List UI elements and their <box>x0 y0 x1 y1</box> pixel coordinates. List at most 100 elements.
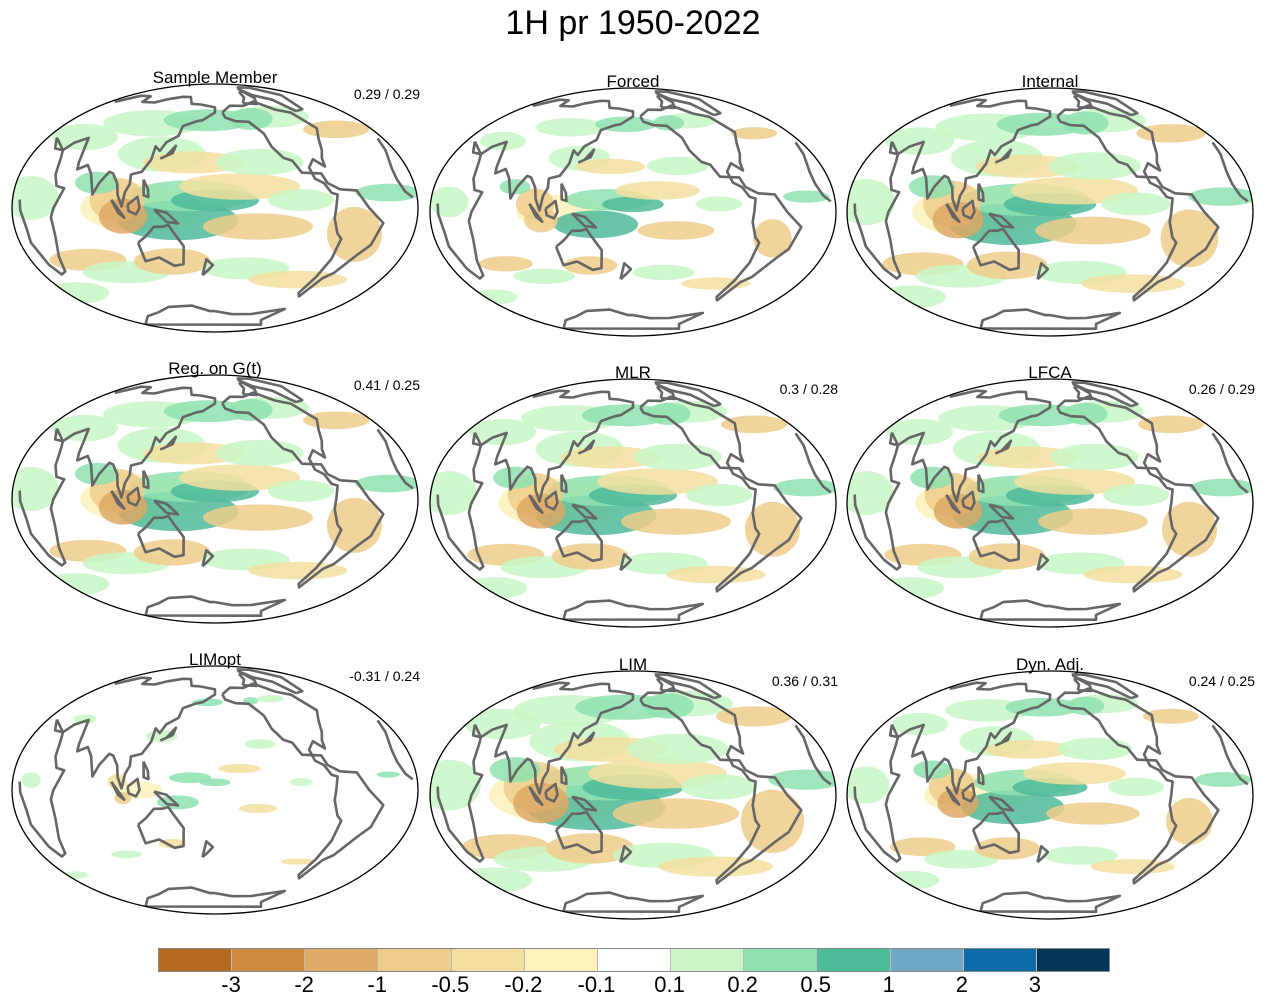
anomaly-contour <box>178 173 300 200</box>
coastline <box>221 100 385 298</box>
coastline <box>560 766 568 786</box>
anomaly-contour <box>228 107 273 130</box>
anomaly-contour <box>681 774 758 800</box>
anomaly-contour <box>666 565 766 584</box>
panel-title: Forced <box>606 72 660 91</box>
anomaly-contour <box>876 285 946 309</box>
anomaly-contour <box>1046 802 1140 825</box>
coastline <box>159 726 178 742</box>
coastline <box>945 203 961 223</box>
anomaly-contour <box>686 483 753 506</box>
coastline <box>977 183 985 203</box>
coastline <box>571 795 598 812</box>
anomaly-contour <box>783 190 830 203</box>
anomaly-contour <box>21 772 41 788</box>
coastline <box>144 304 287 326</box>
panel-title: Internal <box>1021 72 1079 91</box>
panel-title: LIM <box>618 655 648 674</box>
coastline <box>562 308 705 330</box>
anomaly-contour <box>910 466 955 489</box>
coastline <box>142 179 150 199</box>
coastline <box>201 840 215 859</box>
panel-correlation-stat: 0.26 / 0.29 <box>1188 381 1255 397</box>
anomaly-contour <box>215 148 304 176</box>
coastline <box>473 681 635 795</box>
coastline <box>544 199 559 220</box>
map-border <box>846 87 1254 337</box>
coastline <box>977 474 985 494</box>
colorbar-tick-label: 0.1 <box>654 972 685 997</box>
coastline <box>1071 673 1139 700</box>
coastline <box>110 781 126 801</box>
coastline <box>961 199 976 220</box>
coastline <box>153 499 180 516</box>
panel-title: Dyn. Adj. <box>1015 655 1085 674</box>
coastline <box>136 223 185 268</box>
coastlines <box>436 381 832 621</box>
coastline <box>144 595 287 617</box>
anomaly-contour <box>1035 216 1151 245</box>
map-panel: Reg. on G(t) 0.41 / 0.25 <box>10 359 420 629</box>
anomaly-contour <box>289 778 313 786</box>
coastline <box>971 810 1020 855</box>
anomaly-contour <box>847 178 895 226</box>
coastline <box>18 719 414 858</box>
figure-title: 1H pr 1950-2022 <box>505 4 761 42</box>
colorbar-tick-label: 3 <box>1028 972 1042 997</box>
colorbar-swatch <box>305 949 379 971</box>
anomaly-contour <box>643 693 694 719</box>
anomaly-contour <box>280 858 316 865</box>
anomaly-contour <box>753 219 792 258</box>
anomaly-contour <box>248 270 348 289</box>
colorbar-swatch <box>890 949 964 971</box>
coastline <box>238 381 259 397</box>
coastline <box>977 766 985 786</box>
anomaly-contour <box>1188 187 1253 206</box>
coastline <box>159 144 178 160</box>
panel-title: Reg. on G(t) <box>168 359 262 378</box>
coastline <box>994 439 1013 455</box>
anomaly-contour <box>202 213 313 240</box>
anomaly-contour <box>1083 565 1183 584</box>
coastline <box>1073 677 1094 693</box>
anomaly-contour <box>913 760 951 780</box>
coastline <box>18 428 414 567</box>
panel-correlation-stat: 0.24 / 0.25 <box>1188 673 1255 689</box>
coastline <box>55 94 217 208</box>
anomaly-contour <box>535 118 606 137</box>
coastline <box>201 258 215 277</box>
anomaly-contour <box>257 694 284 703</box>
coastline <box>654 673 722 700</box>
anomaly-contour <box>891 712 948 736</box>
anomaly-contour <box>695 196 743 212</box>
robinson-map <box>846 378 1254 628</box>
anomaly-contour <box>355 474 418 493</box>
anomaly-contour <box>1190 478 1253 497</box>
anomaly-contour <box>43 573 110 596</box>
colorbar-swatch <box>451 949 525 971</box>
coastline <box>971 227 1020 272</box>
coastline <box>554 810 603 855</box>
anomaly-field <box>430 400 836 600</box>
anomaly-contour <box>878 577 945 600</box>
anomaly-contour <box>1090 859 1175 875</box>
coastline <box>639 395 803 593</box>
anomaly-contour <box>633 443 722 471</box>
anomaly-contour <box>1013 468 1135 495</box>
coastline <box>571 212 598 229</box>
anomaly-contour <box>596 468 718 495</box>
map-border <box>846 378 1254 628</box>
anomaly-field <box>430 691 836 893</box>
panel-correlation-stat: 0.41 / 0.25 <box>353 377 420 393</box>
coastlines <box>853 381 1249 621</box>
coastline <box>142 761 150 781</box>
robinson-map <box>846 87 1254 337</box>
coastline <box>619 262 633 281</box>
coastline <box>1073 385 1094 401</box>
colorbar-tick-label: 1 <box>882 972 895 997</box>
anomaly-contour <box>1050 443 1139 471</box>
anomaly-contour <box>75 462 120 485</box>
coastline <box>126 777 141 798</box>
anomaly-contour <box>620 508 731 535</box>
coastline <box>988 503 1015 520</box>
